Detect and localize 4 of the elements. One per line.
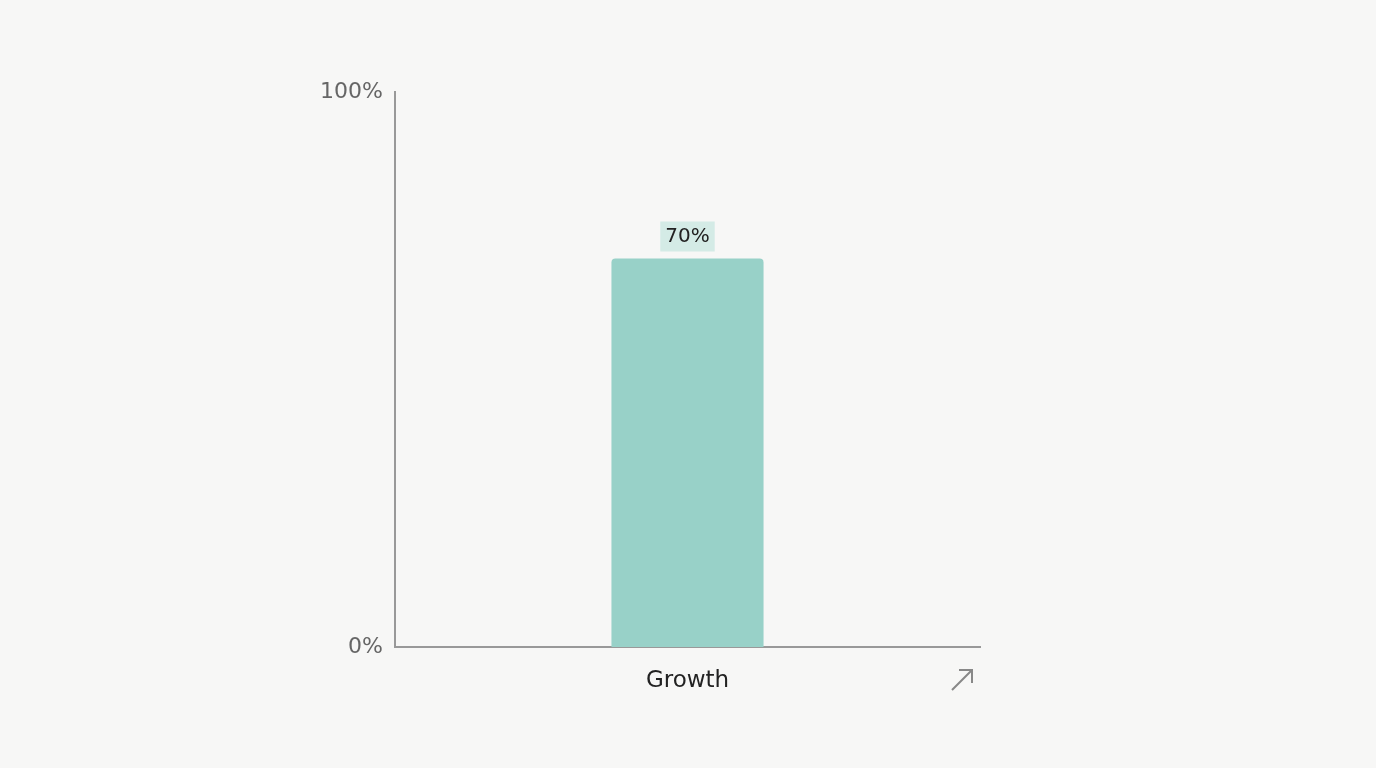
data-label: 70%: [665, 222, 710, 247]
x-tick-label: Growth: [645, 665, 730, 692]
y-tick-label: 100%: [320, 77, 383, 103]
y-tick-label: 0%: [348, 632, 383, 658]
